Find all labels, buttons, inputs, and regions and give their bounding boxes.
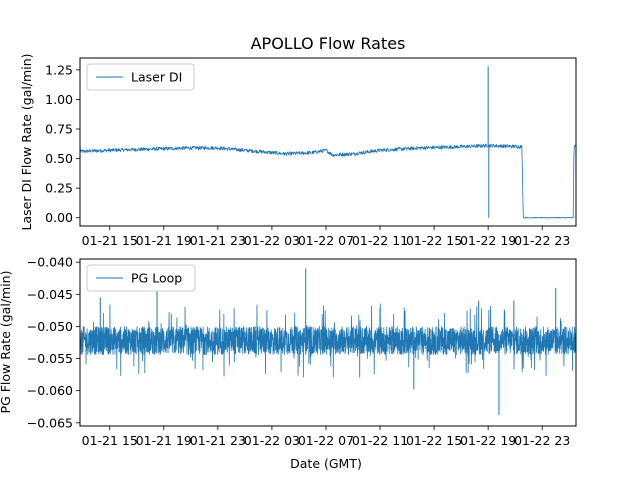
x-tick-label: 01-22 23 xyxy=(514,433,570,448)
y-tick-label: 0.00 xyxy=(45,210,73,225)
x-tick-label: 01-22 11 xyxy=(352,233,408,248)
y-tick-label: 0.75 xyxy=(45,121,73,136)
laser-di-y-ticks: 0.00 0.25 0.50 0.75 1.00 1.25 xyxy=(45,62,80,225)
pg-loop-legend-label: PG Loop xyxy=(131,271,182,286)
x-tick-label: 01-22 07 xyxy=(298,433,354,448)
x-tick-label: 01-22 07 xyxy=(298,233,354,248)
x-tick-label: 01-22 11 xyxy=(352,433,408,448)
series-line xyxy=(79,303,577,378)
x-tick-label: 01-22 19 xyxy=(460,433,516,448)
x-tick-label: 01-22 03 xyxy=(244,433,300,448)
pg-loop-series xyxy=(79,268,577,416)
x-tick-label: 01-21 23 xyxy=(190,233,246,248)
x-tick-label: 01-21 23 xyxy=(190,433,246,448)
y-tick-label: −0.055 xyxy=(27,351,73,366)
x-tick-label: 01-21 19 xyxy=(136,433,192,448)
x-tick-label: 01-22 19 xyxy=(460,233,516,248)
laser-di-y-label: Laser DI Flow Rate (gal/min) xyxy=(19,54,34,231)
y-tick-label: −0.065 xyxy=(27,415,73,430)
y-tick-label: −0.040 xyxy=(27,255,73,270)
y-tick-label: 1.25 xyxy=(45,62,73,77)
pg-loop-legend: PG Loop xyxy=(86,264,196,292)
y-tick-label: −0.060 xyxy=(27,383,73,398)
x-tick-label: 01-22 15 xyxy=(406,433,462,448)
y-tick-label: −0.045 xyxy=(27,287,73,302)
y-tick-label: 1.00 xyxy=(45,92,73,107)
x-tick-label: 01-21 19 xyxy=(136,233,192,248)
pg-loop-axes-frame xyxy=(79,258,577,427)
figure-title: APOLLO Flow Rates xyxy=(251,34,406,53)
laser-di-legend-box xyxy=(86,63,195,91)
x-tick-label: 01-21 15 xyxy=(82,433,138,448)
laser-di-series xyxy=(79,66,577,219)
x-axis-label: Date (GMT) xyxy=(290,456,362,471)
laser-di-axes-frame xyxy=(79,57,577,227)
series-line xyxy=(79,143,577,219)
x-tick-label: 01-21 15 xyxy=(82,233,138,248)
pg-loop-legend-box xyxy=(86,264,196,292)
x-tick-label: 01-22 23 xyxy=(514,233,570,248)
laser-di-legend-label: Laser DI xyxy=(131,70,182,85)
x-tick-label: 01-22 15 xyxy=(406,233,462,248)
y-tick-label: 0.50 xyxy=(45,151,73,166)
pg-loop-axes: −0.065 −0.060 −0.055 −0.050 −0.045 −0.040 01-… xyxy=(0,255,577,448)
laser-di-legend: Laser DI xyxy=(86,63,195,91)
pg-loop-y-ticks: −0.065 −0.060 −0.055 −0.050 −0.045 −0.040 xyxy=(27,255,80,430)
y-tick-label: −0.050 xyxy=(27,319,73,334)
x-tick-label: 01-22 03 xyxy=(244,233,300,248)
y-tick-label: 0.25 xyxy=(45,181,73,196)
pg-loop-y-label: PG Flow Rate (gal/min) xyxy=(0,271,13,414)
